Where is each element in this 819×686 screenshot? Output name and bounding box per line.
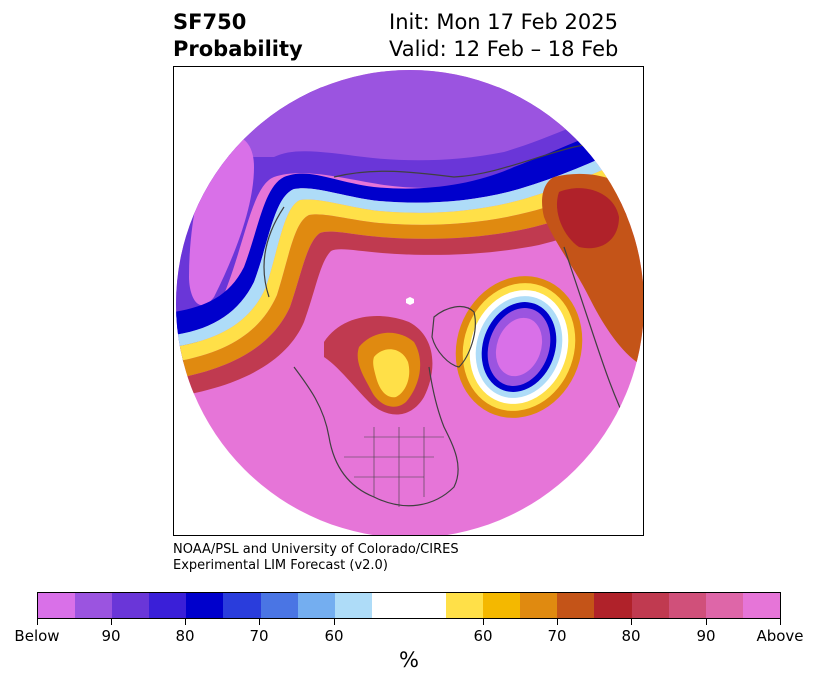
title-init-date: Init: Mon 17 Feb 2025 xyxy=(389,10,618,34)
colorbar-segment xyxy=(668,593,706,618)
credit-line-2: Experimental LIM Forecast (v2.0) xyxy=(173,558,388,573)
north-america-coast xyxy=(293,366,459,507)
figure-title-variable: SF750 Probability xyxy=(173,9,303,63)
positive-band-orange xyxy=(176,167,643,379)
colorbar-segment xyxy=(75,593,113,618)
positive-band-yellow xyxy=(176,155,643,362)
colorbar-segment xyxy=(446,593,484,618)
coastline-overlay xyxy=(263,116,643,507)
positive-anomaly-hudson-yellow xyxy=(373,349,410,398)
figure-title-dates: Init: Mon 17 Feb 2025 Valid: 12 Feb – 18… xyxy=(389,9,618,63)
colorbar-segment xyxy=(705,593,743,618)
colorbar-segment xyxy=(520,593,558,618)
colorbar-segment xyxy=(297,593,335,618)
colorbar-segment xyxy=(186,593,224,618)
colorbar-tick-label: Below xyxy=(14,627,60,645)
colorbar-tick-label: 70 xyxy=(547,627,567,645)
negative-anomaly-outer xyxy=(176,87,643,367)
gridlines-states xyxy=(344,427,444,507)
colorbar-unit-label: % xyxy=(399,648,419,672)
europe-coast xyxy=(563,246,630,428)
colorbar-tick xyxy=(780,619,781,625)
colorbar-tick-label: 90 xyxy=(696,627,716,645)
colorbar-segment xyxy=(38,593,76,618)
credit-text: NOAA/PSL and University of Colorado/CIRE… xyxy=(173,542,459,574)
colorbar xyxy=(37,592,781,619)
blue-band xyxy=(176,127,629,335)
title-valid-range: Valid: 12 Feb – 18 Feb xyxy=(389,37,619,61)
colorbar-segment xyxy=(149,593,187,618)
positive-anomaly-eurasia-core xyxy=(556,188,619,249)
colorbar-tick xyxy=(706,619,707,625)
asia-coast xyxy=(263,206,285,298)
colorbar-segment xyxy=(594,593,632,618)
colorbar-segment xyxy=(334,593,372,618)
colorbar-tick xyxy=(483,619,484,625)
colorbar-tick-label: 90 xyxy=(101,627,121,645)
title-variable-name: SF750 xyxy=(173,10,247,34)
forecast-probability-map xyxy=(176,70,643,535)
colorbar-segment xyxy=(557,593,595,618)
positive-band-red xyxy=(176,185,643,397)
colorbar-tick xyxy=(259,619,260,625)
colorbar-segment xyxy=(742,593,780,618)
colorbar-segment xyxy=(483,593,521,618)
colorbar-tick-label: 70 xyxy=(249,627,269,645)
credit-line-1: NOAA/PSL and University of Colorado/CIRE… xyxy=(173,542,459,557)
colorbar-tick-label: 60 xyxy=(324,627,344,645)
colorbar-tick xyxy=(37,619,38,625)
colorbar-tick xyxy=(185,619,186,625)
colorbar-tick xyxy=(334,619,335,625)
colorbar-tick xyxy=(557,619,558,625)
colorbar-segment xyxy=(260,593,298,618)
colorbar-tick-label: 80 xyxy=(175,627,195,645)
colorbar-tick xyxy=(631,619,632,625)
colorbar-tick xyxy=(111,619,112,625)
map-panel xyxy=(173,66,644,536)
ring-core xyxy=(495,317,543,377)
colorbar-tick-label: Above xyxy=(756,627,804,645)
lightblue-band xyxy=(176,145,636,347)
greenland-coast xyxy=(431,305,476,368)
colorbar-segment xyxy=(112,593,150,618)
colorbar-tick-label: 80 xyxy=(621,627,641,645)
colorbar-segment xyxy=(371,593,447,618)
pole-marker xyxy=(406,297,414,305)
colorbar-segment xyxy=(223,593,261,618)
colorbar-tick-label: 60 xyxy=(473,627,493,645)
colorbar-segment xyxy=(631,593,669,618)
title-variable-kind: Probability xyxy=(173,37,303,61)
